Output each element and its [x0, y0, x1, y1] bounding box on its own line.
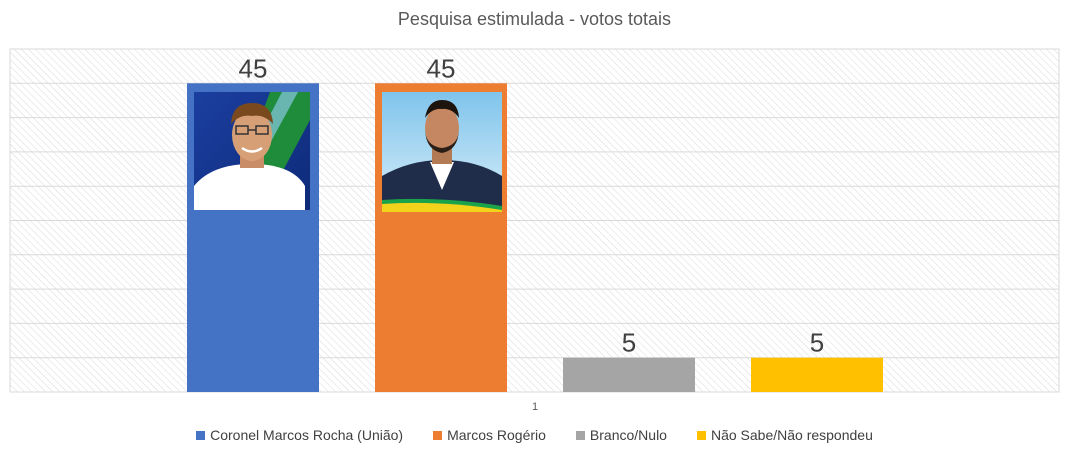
chart-title: Pesquisa estimulada - votos totais — [397, 9, 672, 29]
legend-item-nao-sabe: Não Sabe/Não respondeu — [696, 427, 873, 443]
bar-3 — [751, 357, 883, 392]
legend-item-coronel-marcos-rocha: Coronel Marcos Rocha (União) — [196, 427, 403, 443]
data-label-3: 5 — [810, 328, 824, 358]
bar-2 — [563, 357, 695, 392]
x-tick-label: 1 — [532, 401, 538, 413]
data-label-2: 5 — [622, 328, 636, 358]
legend-item-marcos-rogerio: Marcos Rogério — [433, 427, 546, 443]
legend-label: Coronel Marcos Rocha (União) — [210, 427, 404, 443]
legend-swatch — [196, 430, 206, 440]
legend-label: Marcos Rogério — [447, 427, 546, 443]
legend-swatch — [696, 430, 706, 440]
candidate-photo-marcos-rocha — [194, 92, 310, 210]
legend-swatch — [433, 430, 443, 440]
gridlines — [10, 82, 1059, 359]
data-label-1: 45 — [427, 53, 456, 83]
candidate-photo-marcos-rogerio — [382, 92, 502, 212]
data-label-0: 45 — [239, 53, 268, 83]
legend-label: Não Sabe/Não respondeu — [710, 427, 873, 443]
data-labels: 45 45 5 5 — [239, 53, 825, 357]
legend-item-branco-nulo: Branco/Nulo — [575, 427, 667, 443]
legend-label: Branco/Nulo — [589, 427, 667, 443]
legend-swatch — [575, 430, 585, 440]
legend: Coronel Marcos Rocha (União) Marcos Rogé… — [0, 427, 1069, 443]
